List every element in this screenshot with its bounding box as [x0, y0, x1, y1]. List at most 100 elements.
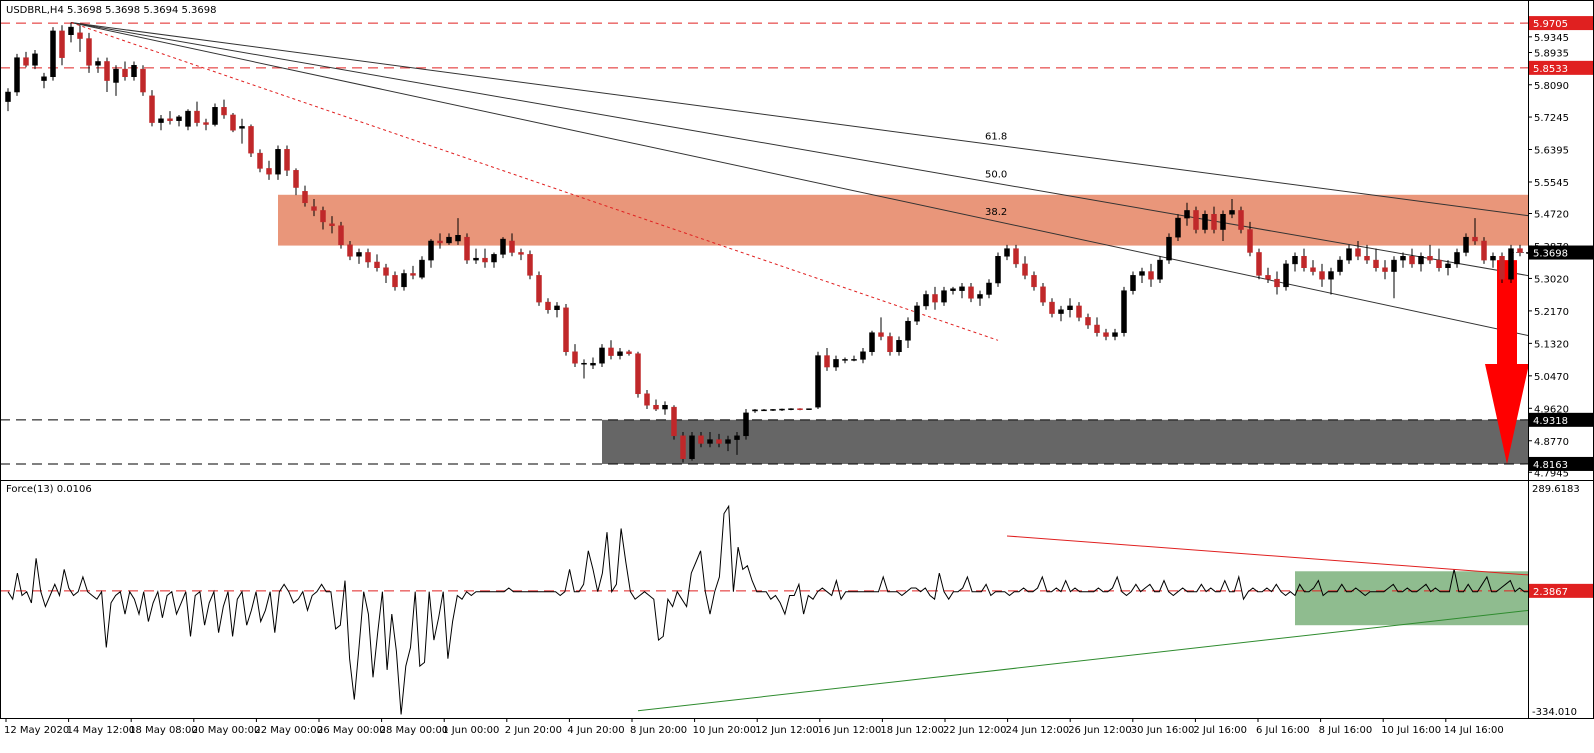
candle-body[interactable]: [1382, 267, 1388, 272]
candle-body[interactable]: [221, 107, 227, 116]
candle-body[interactable]: [806, 408, 812, 410]
candle-body[interactable]: [545, 301, 551, 310]
candle-body[interactable]: [1112, 332, 1118, 337]
candle-body[interactable]: [293, 170, 299, 188]
candle-body[interactable]: [626, 351, 632, 354]
candle-body[interactable]: [167, 118, 173, 121]
candle-body[interactable]: [1508, 248, 1514, 280]
candle-body[interactable]: [662, 404, 668, 410]
candle-body[interactable]: [419, 259, 425, 278]
candle-body[interactable]: [1139, 271, 1145, 276]
candle-body[interactable]: [689, 435, 695, 459]
candle-body[interactable]: [1058, 309, 1064, 314]
candle-body[interactable]: [1184, 210, 1190, 219]
candle-body[interactable]: [68, 26, 74, 35]
candle-body[interactable]: [275, 149, 281, 175]
candle-body[interactable]: [1463, 236, 1469, 253]
candle-body[interactable]: [896, 340, 902, 353]
candle-body[interactable]: [1337, 259, 1343, 272]
candle-body[interactable]: [1499, 256, 1505, 280]
candle-body[interactable]: [401, 273, 407, 288]
candle-body[interactable]: [230, 114, 236, 131]
candle-body[interactable]: [752, 409, 758, 412]
candle-body[interactable]: [914, 305, 920, 322]
candle-body[interactable]: [509, 240, 515, 253]
candle-body[interactable]: [1301, 256, 1307, 268]
candle-body[interactable]: [365, 252, 371, 263]
candle-body[interactable]: [1265, 275, 1271, 280]
candle-body[interactable]: [1220, 214, 1226, 230]
candle-body[interactable]: [32, 53, 38, 66]
candle-body[interactable]: [842, 359, 848, 361]
candle-body[interactable]: [320, 210, 326, 223]
candle-body[interactable]: [797, 408, 803, 410]
candle-body[interactable]: [959, 286, 965, 291]
candle-body[interactable]: [1121, 290, 1127, 333]
candle-body[interactable]: [1166, 236, 1172, 261]
candle-body[interactable]: [491, 254, 497, 263]
candle-body[interactable]: [1085, 317, 1091, 326]
candle-body[interactable]: [887, 336, 893, 353]
candles-layer[interactable]: [5, 22, 1532, 463]
candle-body[interactable]: [1346, 248, 1352, 261]
candle-body[interactable]: [113, 68, 119, 83]
candle-body[interactable]: [428, 240, 434, 261]
candle-body[interactable]: [1490, 256, 1496, 261]
candle-body[interactable]: [617, 351, 623, 356]
candle-body[interactable]: [950, 288, 956, 291]
candle-body[interactable]: [1211, 214, 1217, 230]
candle-body[interactable]: [1157, 259, 1163, 280]
candle-body[interactable]: [923, 294, 929, 307]
candle-body[interactable]: [572, 351, 578, 364]
candle-body[interactable]: [239, 126, 245, 129]
candle-body[interactable]: [1373, 259, 1379, 268]
candle-body[interactable]: [1130, 275, 1136, 291]
candle-body[interactable]: [104, 61, 110, 81]
candle-body[interactable]: [1013, 248, 1019, 265]
candle-body[interactable]: [536, 275, 542, 303]
candle-body[interactable]: [347, 244, 353, 257]
candle-body[interactable]: [878, 332, 884, 337]
candle-body[interactable]: [203, 122, 209, 125]
candle-body[interactable]: [212, 107, 218, 125]
candle-body[interactable]: [743, 412, 749, 437]
candle-body[interactable]: [1517, 248, 1523, 253]
candle-body[interactable]: [1076, 305, 1082, 318]
candle-body[interactable]: [149, 95, 155, 123]
candle-body[interactable]: [302, 191, 308, 204]
candle-body[interactable]: [761, 409, 767, 412]
candle-body[interactable]: [1067, 305, 1073, 310]
candle-body[interactable]: [284, 149, 290, 171]
candle-body[interactable]: [788, 408, 794, 410]
candle-body[interactable]: [995, 256, 1001, 284]
candle-body[interactable]: [185, 110, 191, 127]
candle-body[interactable]: [986, 282, 992, 295]
candle-body[interactable]: [158, 118, 164, 123]
candle-body[interactable]: [329, 223, 335, 226]
candle-body[interactable]: [716, 439, 722, 444]
candle-body[interactable]: [1400, 256, 1406, 261]
candle-body[interactable]: [5, 91, 11, 102]
candle-body[interactable]: [518, 252, 524, 255]
candle-body[interactable]: [1283, 263, 1289, 288]
candle-body[interactable]: [1364, 256, 1370, 261]
candle-body[interactable]: [1256, 252, 1262, 276]
candle-body[interactable]: [725, 439, 731, 444]
candle-body[interactable]: [1148, 271, 1154, 280]
candle-body[interactable]: [1274, 278, 1280, 288]
candle-body[interactable]: [1040, 286, 1046, 303]
candle-body[interactable]: [194, 110, 200, 123]
candle-body[interactable]: [338, 225, 344, 246]
candle-body[interactable]: [698, 435, 704, 444]
candle-body[interactable]: [653, 404, 659, 410]
candle-body[interactable]: [374, 261, 380, 268]
candle-body[interactable]: [1031, 275, 1037, 288]
candle-body[interactable]: [563, 307, 569, 353]
candle-body[interactable]: [266, 168, 272, 175]
candle-body[interactable]: [608, 347, 614, 356]
candle-body[interactable]: [1409, 256, 1415, 265]
candle-body[interactable]: [356, 252, 362, 257]
candle-body[interactable]: [734, 435, 740, 440]
candle-body[interactable]: [1391, 259, 1397, 272]
candle-body[interactable]: [869, 332, 875, 353]
